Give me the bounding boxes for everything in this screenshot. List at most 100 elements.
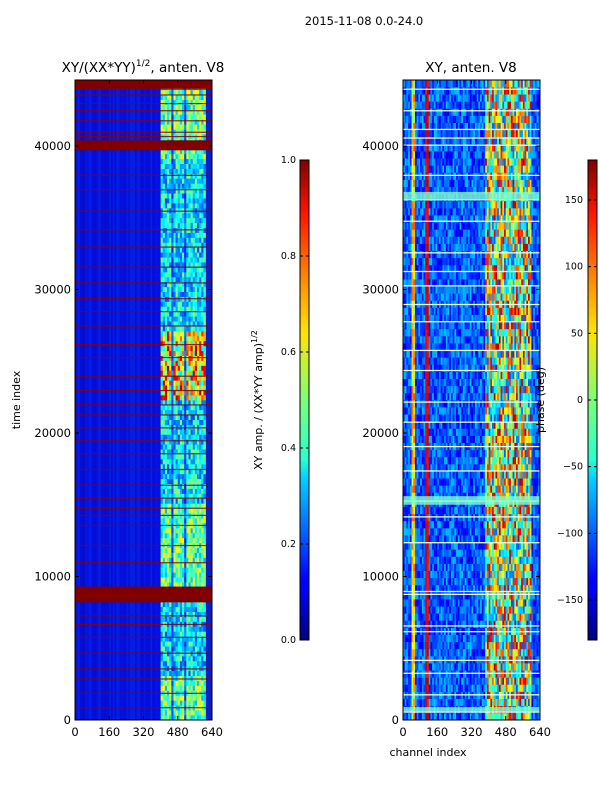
phase-heatmap-cell — [502, 592, 505, 600]
amplitude-heatmap-cell — [164, 257, 168, 263]
phase-heatmap-cell — [471, 712, 474, 721]
amplitude-heatmap-cell — [173, 444, 176, 450]
phase-heatmap-cell — [474, 677, 477, 685]
amplitude-heatmap-cell — [177, 715, 181, 721]
amplitude-heatmap-cell — [164, 444, 168, 450]
phase-heatmap-cell — [497, 592, 500, 600]
amplitude-heatmap-cell — [188, 404, 191, 411]
amplitude-heatmap-cell — [179, 301, 183, 307]
amplitude-heatmap-cell — [164, 178, 168, 184]
amplitude-heatmap-cell — [171, 577, 174, 583]
amplitude-heatmap-cell — [179, 646, 183, 652]
amplitude-heatmap-cell — [164, 464, 168, 470]
amplitude-heatmap-cell — [164, 350, 168, 356]
phase-heatmap-cell — [538, 556, 541, 564]
phase-heatmap-cell — [445, 528, 448, 536]
phase-heatmap-cell — [502, 684, 505, 692]
phase-heatmap-cell — [425, 535, 428, 543]
amplitude-heatmap-cell — [179, 267, 183, 273]
phase-heatmap-cell — [493, 556, 496, 564]
amplitude-heatmap-texture — [97, 80, 100, 720]
amplitude-heatmap-cell — [190, 217, 194, 224]
amplitude-heatmap-cell — [190, 232, 194, 238]
phase-heatmap-cell — [404, 577, 407, 586]
phase-heatmap-cell — [459, 584, 462, 593]
amplitude-heatmap-cell — [179, 429, 183, 435]
phase-heatmap-cell — [510, 698, 513, 707]
phase-heatmap-cell — [421, 528, 424, 536]
phase-heatmap-cell — [409, 641, 412, 650]
amplitude-heatmap-cell — [177, 148, 181, 155]
amplitude-heatmap-cell — [194, 606, 198, 612]
amplitude-heatmap-cell — [162, 685, 166, 691]
amplitude-heatmap-cell — [160, 518, 164, 524]
amplitude-heatmap-cell — [179, 370, 183, 376]
phase-heatmap-cell — [505, 684, 508, 692]
amplitude-heatmap-cell — [186, 577, 189, 583]
amplitude-heatmap-cell — [192, 685, 196, 691]
amplitude-heatmap-cell — [192, 641, 196, 647]
amplitude-heatmap-cell — [194, 89, 198, 96]
amplitude-heatmap-cell — [182, 675, 185, 681]
phase-heatmap-cell — [488, 698, 491, 707]
amplitude-heatmap-cell — [175, 109, 179, 115]
phase-heatmap-cell — [403, 577, 406, 586]
phase-heatmap-cell — [426, 606, 429, 614]
amplitude-heatmap-cell — [167, 641, 170, 647]
amplitude-heatmap-cell — [182, 385, 185, 391]
amplitude-heatmap-cell — [186, 385, 189, 391]
amplitude-heatmap-cell — [188, 439, 191, 445]
amplitude-heatmap-cell — [167, 178, 170, 184]
phase-heatmap-cell — [468, 592, 471, 600]
phase-heatmap-cell — [516, 549, 519, 557]
phase-heatmap-cell — [500, 570, 503, 579]
phase-heatmap-cell — [414, 563, 417, 571]
phase-heatmap-cell — [528, 663, 531, 671]
phase-heatmap-cell — [409, 542, 412, 550]
phase-heatmap-cell — [423, 556, 426, 564]
phase-heatmap-cell — [528, 613, 531, 621]
phase-heatmap-cell — [404, 648, 407, 657]
phase-heatmap-cell — [538, 620, 541, 628]
phase-heatmap-cell — [529, 712, 532, 721]
phase-heatmap-cell — [526, 684, 529, 692]
amplitude-heatmap-cell — [171, 454, 174, 460]
phase-heatmap-cell — [408, 592, 411, 600]
amplitude-heatmap-cell — [188, 257, 191, 263]
phase-heatmap-cell — [534, 577, 537, 586]
phase-heatmap-cell — [486, 648, 489, 657]
amplitude-heatmap-cell — [186, 163, 189, 169]
amplitude-heatmap-cell — [175, 217, 179, 224]
amplitude-heatmap-cell — [173, 429, 176, 435]
amplitude-heatmap-cell — [177, 99, 181, 105]
phase-heatmap-cell — [534, 698, 537, 707]
amplitude-heatmap-cell — [201, 606, 204, 612]
amplitude-heatmap-cell — [173, 439, 176, 445]
amplitude-heatmap-cell — [197, 606, 200, 612]
amplitude-heatmap-cell — [188, 198, 191, 204]
amplitude-heatmap-cell — [203, 109, 206, 115]
amplitude-heatmap-cell — [169, 611, 172, 617]
amplitude-flag-line — [75, 514, 212, 516]
amplitude-heatmap-cell — [160, 567, 164, 573]
amplitude-heatmap-cell — [199, 276, 202, 283]
amplitude-heatmap-cell — [184, 626, 187, 632]
amplitude-heatmap-cell — [186, 508, 189, 514]
amplitude-heatmap-cell — [171, 395, 174, 401]
phase-heatmap-cell — [449, 542, 452, 550]
amplitude-heatmap-cell — [171, 306, 174, 312]
phase-heatmap-cell — [481, 712, 484, 721]
amplitude-heatmap-cell — [199, 675, 202, 681]
phase-heatmap-cell — [409, 563, 412, 571]
amplitude-heatmap-cell — [186, 685, 189, 691]
phase-heatmap-cell — [404, 549, 407, 557]
amplitude-heatmap-cell — [194, 636, 198, 642]
amplitude-heatmap-cell — [177, 114, 181, 120]
amplitude-heatmap-cell — [192, 385, 196, 391]
amplitude-heatmap-cell — [190, 547, 194, 553]
phase-heatmap-cell — [492, 535, 495, 543]
amplitude-heatmap-cell — [160, 193, 164, 199]
amplitude-heatmap-cell — [175, 503, 179, 509]
phase-heatmap-cell — [433, 556, 436, 564]
amplitude-heatmap-cell — [203, 695, 206, 701]
